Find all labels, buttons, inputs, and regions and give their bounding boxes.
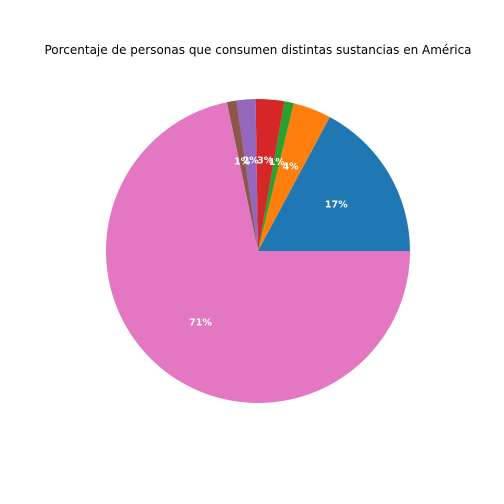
pie-slice-label-2: 4%	[282, 161, 299, 172]
pie-slice-3	[258, 101, 294, 251]
pie-slice-label-3: 1%	[269, 157, 286, 168]
pie-slice-labels: 17%4%1%3%2%1%71%	[189, 156, 348, 329]
pie-slice-5	[236, 99, 258, 252]
pie-slice-6	[226, 100, 258, 251]
pie-slice-label-5: 2%	[243, 156, 260, 167]
pie-slice-4	[255, 99, 285, 252]
pie-slice-label-4: 3%	[257, 156, 274, 167]
pie-slice-label-1: 17%	[325, 200, 348, 211]
pie-slice-label-6: 1%	[234, 157, 251, 168]
pie-slice-label-7: 71%	[189, 317, 212, 328]
pie-slice-1	[258, 117, 410, 252]
chart-title: Porcentaje de personas que consumen dist…	[44, 43, 471, 57]
pie-slice-2	[258, 103, 330, 251]
pie-slices	[105, 99, 410, 403]
pie-slice-7	[105, 102, 410, 403]
